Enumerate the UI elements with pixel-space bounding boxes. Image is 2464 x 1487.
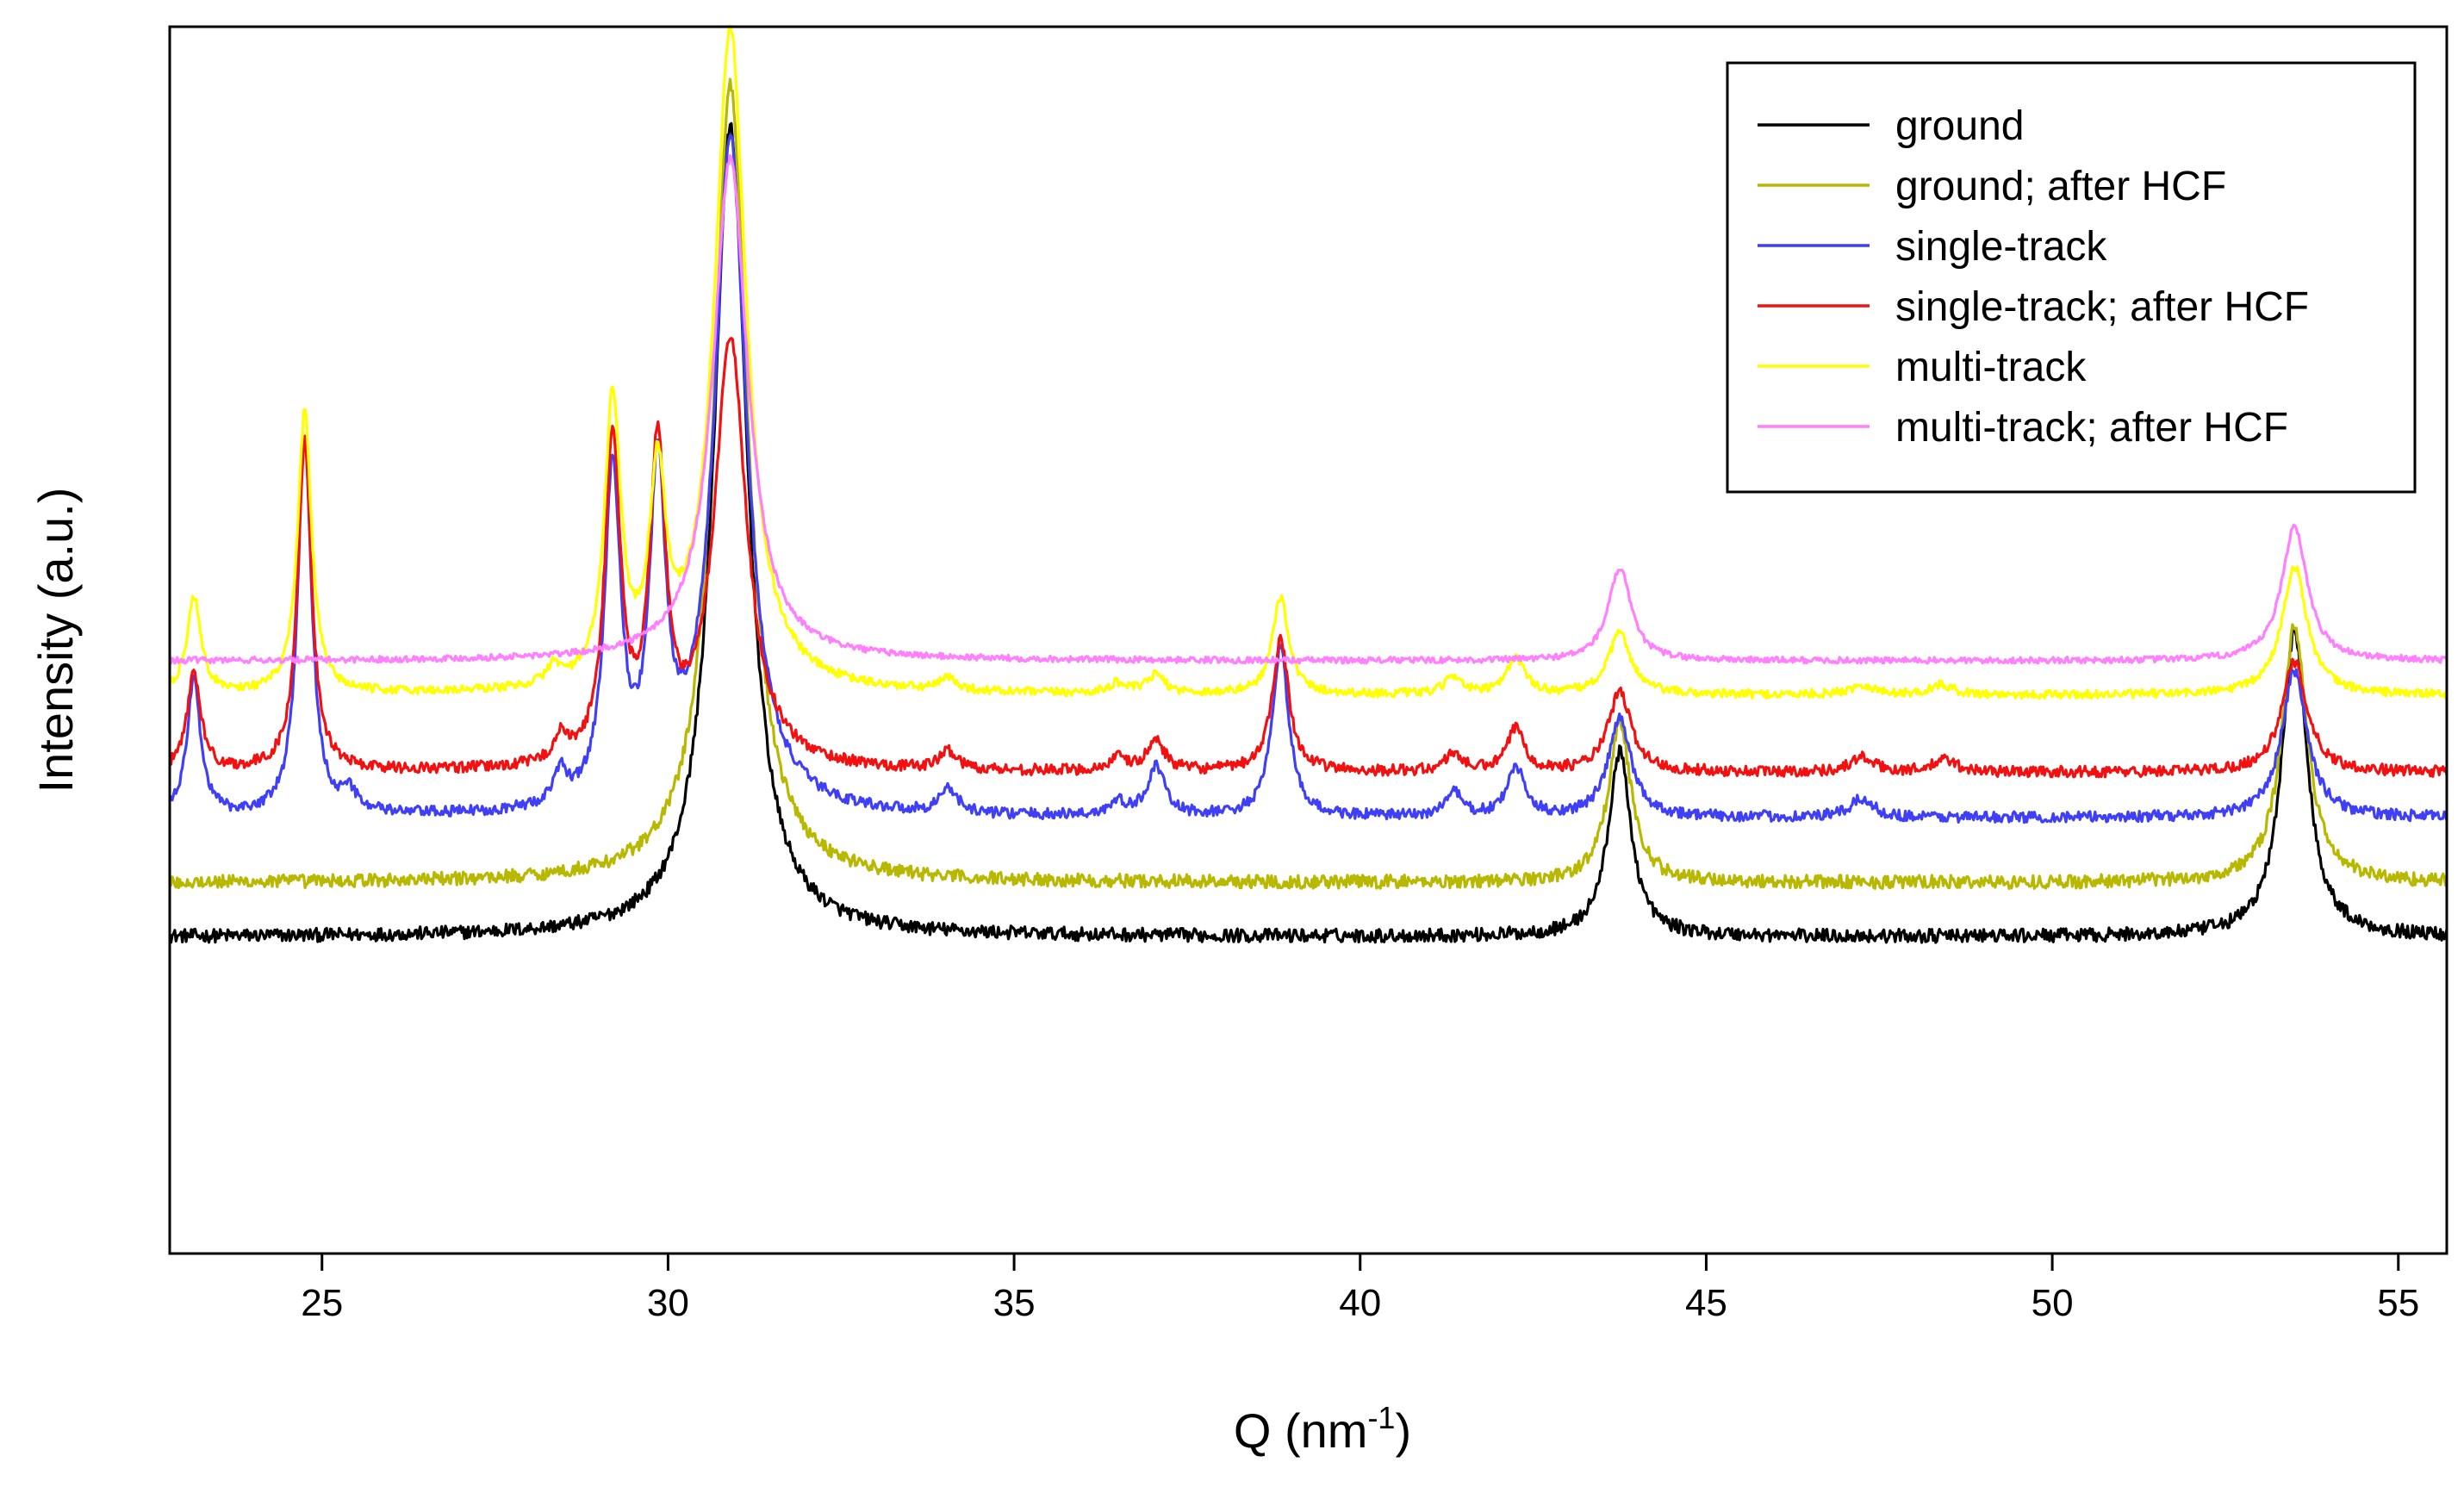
x-tick-label: 30: [647, 1282, 689, 1324]
series-line-2: [168, 78, 2448, 890]
x-tick-label: 40: [1339, 1282, 1381, 1324]
legend-box: [1726, 61, 2417, 494]
x-tick-label: 35: [993, 1282, 1036, 1324]
y-axis-title: Intensity (a.u.): [28, 488, 83, 793]
series-line-6: [168, 154, 2448, 665]
series-layer: [168, 24, 2448, 944]
series-line-3: [168, 134, 2448, 824]
x-tick-label: 55: [2377, 1282, 2419, 1324]
plot-frame: [168, 25, 2448, 1255]
legend: ground ground; after HCF single-track singl…: [1726, 61, 2417, 494]
axes-layer: 25 30 35 40 45 50 55: [168, 25, 2448, 1324]
x-tick-label: 50: [2032, 1282, 2074, 1324]
x-axis-title-suffix: ): [1395, 1403, 1411, 1458]
x-tick-label: 45: [1685, 1282, 1727, 1324]
legend-label: ground; after HCF: [1895, 164, 2226, 209]
legend-label: single-track: [1895, 224, 2107, 270]
legend-label: ground: [1895, 103, 2024, 149]
x-tick-label: 25: [301, 1282, 343, 1324]
x-axis-title-superscript: -1: [1367, 1400, 1395, 1435]
x-axis-title-main: Q (nm: [1234, 1403, 1368, 1458]
x-axis-title: Q (nm-1): [1234, 1400, 1411, 1458]
legend-label: multi-track: [1895, 345, 2087, 390]
series-line-5: [168, 24, 2448, 700]
series-line-1: [169, 121, 2448, 944]
legend-label: single-track; after HCF: [1895, 284, 2309, 330]
series-line-4: [168, 337, 2448, 779]
legend-label: multi-track; after HCF: [1895, 405, 2288, 451]
